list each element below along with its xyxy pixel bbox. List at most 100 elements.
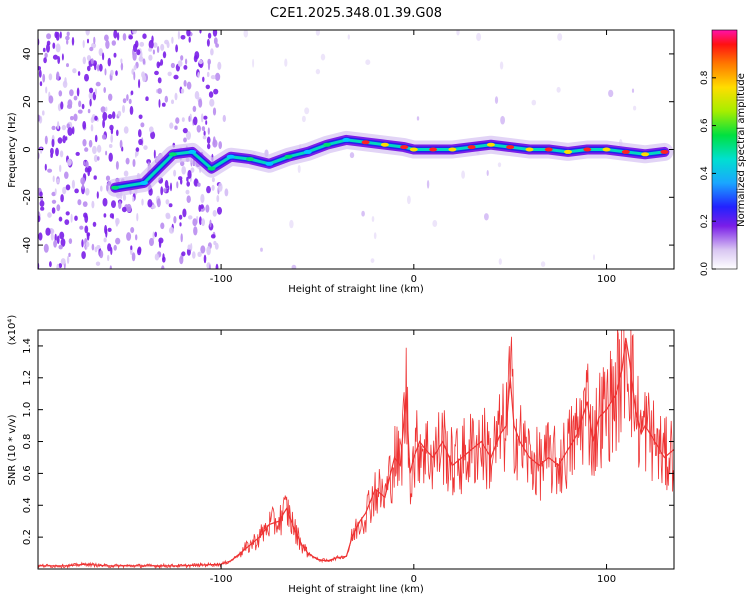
spectrogram-speckle xyxy=(132,196,135,203)
snr-frame xyxy=(37,329,675,570)
spectrogram-speckle xyxy=(81,103,85,110)
spectrogram-y-tick-label: -20 xyxy=(22,189,33,205)
spectrogram-speckle xyxy=(76,87,80,97)
spectrogram-speckle xyxy=(165,212,171,218)
spectrogram-speckle xyxy=(186,131,191,140)
spectrogram-speckle xyxy=(59,164,62,173)
spectrogram-speckle xyxy=(56,73,59,80)
spectrogram-y-tick-label: 0 xyxy=(22,146,33,152)
spectrogram-speckle xyxy=(59,231,65,240)
spectrogram-speckle xyxy=(197,182,201,187)
spectrogram-speckle xyxy=(179,255,184,265)
snr-y-tick-label: 0.6 xyxy=(22,465,33,481)
spectrogram-speckle xyxy=(43,57,47,64)
spectrogram-speckle xyxy=(145,96,149,101)
spectrogram-speckle xyxy=(181,251,186,257)
spectrogram-speckle xyxy=(162,256,166,263)
spectrogram-speckle xyxy=(97,156,100,161)
spectrogram-speckle xyxy=(154,253,160,261)
spectrogram-speckle xyxy=(77,109,83,114)
spectrogram-speckle xyxy=(91,42,97,49)
spectrogram-speckle xyxy=(205,84,210,90)
snr-noise-line xyxy=(38,330,674,569)
spectrogram-speckle xyxy=(180,88,185,94)
spectrogram-speckle xyxy=(116,129,119,136)
spectrogram-speckle xyxy=(138,114,143,120)
spectrogram-speckle xyxy=(86,55,92,61)
spectrogram-speckle xyxy=(102,52,105,61)
spectrogram-speckle xyxy=(540,261,546,267)
spectrogram-speckle xyxy=(74,215,78,221)
spectrogram-speckle xyxy=(39,191,43,197)
spectrogram-speckle xyxy=(150,131,156,140)
spectrogram-speckle xyxy=(44,163,47,171)
spectrogram-speckle xyxy=(74,188,79,194)
spectrogram-speckle xyxy=(95,261,101,266)
spectrogram-speckle xyxy=(212,210,217,217)
spectrogram-speckle xyxy=(84,147,89,152)
spectrogram-speckle xyxy=(82,139,87,147)
spectrogram-speckle xyxy=(218,182,223,192)
spectrogram-speckle xyxy=(58,244,63,250)
spectrogram-speckle xyxy=(557,33,563,41)
colorbar-label: Normalized spectral amplitude xyxy=(736,73,747,227)
spectrogram-speckle xyxy=(186,248,191,256)
spectrogram-speckle xyxy=(486,170,489,176)
spectrogram-speckle xyxy=(51,138,55,148)
spectrogram-speckle xyxy=(141,198,144,206)
spectrogram-speckle xyxy=(160,222,165,230)
spectrogram-speckle xyxy=(163,188,167,193)
spectrogram-speckle xyxy=(91,200,95,209)
spectrogram-speckle xyxy=(132,52,137,61)
spectrogram-speckle xyxy=(161,265,165,269)
spectrogram-speckle xyxy=(148,47,153,52)
spectrogram-speckle xyxy=(207,127,210,135)
spectrogram-speckle xyxy=(197,251,202,257)
spectrogram-speckle xyxy=(198,59,203,65)
spectrogram-speckle xyxy=(192,251,196,259)
ridge-hotspot xyxy=(303,149,312,154)
spectrogram-speckle xyxy=(201,126,206,132)
spectrogram-speckle xyxy=(158,99,161,108)
spectrogram-speckle xyxy=(105,175,111,181)
spectrogram-speckle xyxy=(161,102,166,107)
spectrogram-speckle xyxy=(93,36,96,45)
spectrogram-speckle xyxy=(104,34,109,42)
spectrogram-speckle xyxy=(109,124,114,131)
spectrogram-speckle xyxy=(167,71,172,77)
ridge-hotspot xyxy=(342,137,351,142)
spectrogram-speckle xyxy=(164,95,168,103)
spectrogram-speckle xyxy=(51,125,56,131)
spectrogram-speckle xyxy=(169,122,174,129)
spectrogram-speckle xyxy=(143,145,148,151)
ridge-hotspot xyxy=(265,161,274,166)
spectrogram-speckle xyxy=(186,81,192,90)
spectrogram-speckle xyxy=(81,239,84,248)
spectrogram-speckle xyxy=(93,154,98,163)
spectrogram-speckle xyxy=(206,246,211,256)
spectrogram-speckle xyxy=(461,170,465,179)
spectrogram-speckle xyxy=(200,204,204,210)
spectrogram-speckle xyxy=(99,250,104,259)
spectrogram-speckle xyxy=(194,91,200,100)
spectrogram-speckle xyxy=(168,203,173,208)
spectrogram-speckle xyxy=(206,38,210,47)
spectrogram-speckle xyxy=(85,188,90,196)
spectrogram-speckle xyxy=(202,76,205,83)
snr-y-tick-label: 0.2 xyxy=(22,529,33,545)
spectrogram-speckle xyxy=(180,233,183,243)
colorbar-tick-label: 0.0 xyxy=(700,262,710,277)
spectrogram-speckle xyxy=(55,147,59,157)
spectrogram-speckle xyxy=(68,252,71,257)
spectrogram-speckle xyxy=(91,243,95,251)
colorbar-tick-label: 0.6 xyxy=(700,118,710,133)
spectrogram-speckle xyxy=(66,39,69,45)
spectrogram-speckle xyxy=(123,170,129,177)
spectrogram-speckle xyxy=(38,114,41,122)
ridge-hotspot xyxy=(188,149,197,154)
spectrogram-speckle xyxy=(85,30,90,36)
spectrogram-speckle xyxy=(102,111,108,121)
spectrogram-speckle xyxy=(207,61,211,71)
spectrogram-speckle xyxy=(96,144,102,153)
